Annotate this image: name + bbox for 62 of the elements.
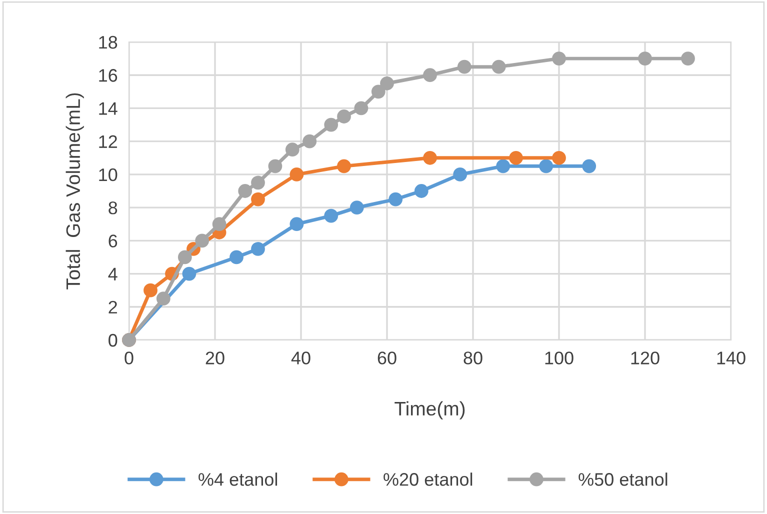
point: [302, 134, 317, 148]
x-tick-label: 100: [545, 352, 574, 364]
point: [638, 52, 652, 66]
legend-label: %20 etanol: [384, 472, 472, 486]
x-axis-title: Time(m): [394, 401, 465, 420]
x-tick-label: 60: [378, 352, 396, 364]
y-tick-label: 10: [99, 168, 118, 182]
point: [212, 217, 226, 232]
y-tick-label: 0: [108, 334, 118, 347]
y-tick-label: 16: [99, 69, 118, 82]
x-tick-label: 140: [717, 352, 746, 364]
point: [681, 52, 695, 66]
point: [423, 150, 437, 165]
y-tick-label: 12: [99, 135, 117, 148]
point: [290, 168, 304, 182]
point: [182, 266, 196, 281]
point: [350, 200, 364, 214]
point: [285, 142, 300, 157]
point: [414, 184, 428, 198]
point: [582, 159, 596, 174]
y-tick-label: 14: [99, 102, 118, 115]
point: [268, 159, 282, 174]
point: [552, 52, 566, 66]
point: [539, 159, 554, 174]
point: [496, 159, 510, 174]
x-tick-label: 80: [464, 352, 482, 364]
point: [509, 150, 523, 165]
point: [156, 292, 170, 306]
point: [388, 192, 403, 206]
x-tick-label: 20: [206, 352, 224, 364]
point: [144, 283, 158, 298]
point: [371, 84, 386, 99]
point: [337, 159, 351, 174]
x-tick-label: 120: [631, 352, 660, 364]
point: [230, 250, 244, 264]
point: [337, 110, 351, 124]
y-tick-label: 2: [108, 300, 117, 314]
y-tick-label: 6: [108, 234, 118, 248]
legend-label: %50 etanol: [578, 472, 668, 486]
point: [423, 68, 437, 82]
y-tick-label: 18: [99, 36, 118, 49]
point: [354, 101, 368, 116]
legend-label: %4 etanol: [198, 472, 278, 486]
y-tick-label: 8: [108, 201, 118, 214]
point: [453, 168, 468, 182]
point: [290, 217, 304, 232]
point: [492, 60, 506, 74]
point: [238, 184, 252, 198]
point: [552, 150, 566, 165]
point: [251, 192, 265, 206]
x-tick-label: 0: [124, 352, 134, 364]
point: [380, 76, 394, 90]
point: [195, 234, 210, 248]
x-tick-label: 40: [291, 352, 310, 364]
point: [251, 242, 265, 256]
point: [324, 208, 338, 223]
point: [251, 176, 265, 190]
y-tick-label: 4: [108, 268, 118, 280]
point: [178, 250, 192, 264]
point: [324, 118, 338, 132]
point: [457, 60, 472, 74]
y-axis-title: Total Gas Volume(mL): [66, 93, 84, 290]
